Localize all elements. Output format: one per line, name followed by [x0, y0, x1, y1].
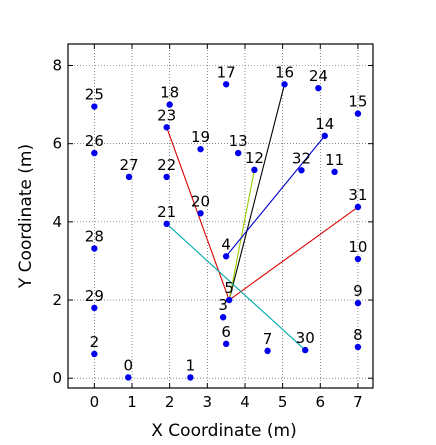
point-label: 15: [348, 93, 367, 111]
data-point: [354, 203, 362, 211]
point-label: 6: [221, 323, 231, 341]
point-label: 2: [90, 333, 100, 351]
point-label: 3: [218, 296, 228, 314]
point-label: 16: [275, 63, 294, 81]
data-point: [222, 253, 230, 260]
point-label: 8: [353, 326, 363, 344]
point-label: 0: [123, 356, 133, 374]
point-label: 19: [191, 128, 210, 146]
link-line: [228, 206, 359, 301]
data-point: [219, 314, 227, 321]
data-point: [125, 374, 132, 381]
data-point: [125, 173, 133, 181]
data-point: [354, 299, 362, 307]
point-label: 21: [157, 203, 176, 221]
y-tick-label: 6: [52, 135, 62, 153]
data-point: [222, 340, 230, 348]
point-label: 12: [245, 149, 264, 167]
link-line: [166, 223, 306, 351]
data-point: [354, 255, 362, 263]
link-line: [225, 135, 326, 257]
x-axis-label: X Coordinate (m): [151, 421, 296, 441]
data-point: [251, 166, 258, 174]
data-point: [234, 149, 242, 157]
point-label: 27: [119, 156, 138, 174]
data-point: [91, 103, 98, 110]
plot-frame: [67, 43, 374, 389]
data-point: [197, 145, 204, 153]
point-label: 22: [157, 156, 176, 174]
data-point: [331, 168, 338, 176]
y-axis-label: Y Coordinate (m): [16, 144, 36, 289]
x-tick-label: 5: [278, 393, 288, 411]
point-label: 10: [348, 238, 367, 256]
point-label: 1: [186, 356, 196, 374]
y-tick-label: 0: [52, 369, 62, 387]
x-tick-label: 6: [316, 393, 326, 411]
data-point: [315, 84, 322, 92]
link-line: [228, 169, 255, 301]
data-point: [354, 110, 362, 117]
data-point: [281, 81, 288, 88]
data-point: [166, 101, 173, 108]
data-point: [163, 124, 170, 131]
data-points: [91, 81, 362, 381]
point-label: 32: [292, 149, 311, 167]
x-tick-label: 0: [90, 393, 100, 411]
data-point: [298, 167, 305, 174]
data-point: [187, 374, 194, 381]
point-label: 11: [325, 151, 344, 169]
point-label: 13: [229, 132, 248, 150]
point-label: 30: [296, 329, 315, 347]
y-tick-label: 8: [52, 57, 62, 75]
x-tick-label: 3: [203, 393, 213, 411]
link-lines: [166, 84, 359, 351]
point-label: 26: [85, 132, 104, 150]
point-label: 23: [157, 106, 176, 124]
data-point: [91, 350, 98, 358]
data-point: [354, 343, 362, 351]
data-point: [91, 245, 98, 252]
x-tick-label: 2: [165, 393, 175, 411]
point-label: 18: [160, 84, 179, 102]
data-point: [225, 296, 233, 304]
x-tick-label: 1: [127, 393, 137, 411]
point-label: 29: [85, 287, 104, 305]
data-point: [321, 132, 329, 140]
point-label: 24: [309, 67, 328, 85]
point-label: 5: [224, 279, 234, 297]
y-tick-label: 4: [52, 213, 62, 231]
data-point: [91, 149, 98, 157]
point-label: 4: [221, 235, 231, 253]
data-point: [91, 304, 98, 312]
x-tick-label: 4: [240, 393, 250, 411]
data-point: [163, 220, 170, 228]
point-label: 14: [315, 115, 334, 133]
point-label: 7: [263, 330, 273, 348]
point-label: 17: [217, 63, 236, 81]
data-point: [302, 346, 309, 354]
data-point: [264, 347, 271, 355]
x-tick-label: 7: [353, 393, 363, 411]
point-label: 20: [191, 192, 210, 210]
y-tick-label: 2: [52, 291, 62, 309]
data-point: [163, 173, 170, 181]
data-point: [197, 210, 204, 217]
point-label: 31: [348, 186, 367, 204]
point-label: 28: [85, 227, 104, 245]
point-label: 9: [353, 282, 363, 300]
point-label: 25: [85, 86, 104, 104]
link-line: [228, 84, 286, 301]
data-point: [222, 81, 230, 88]
